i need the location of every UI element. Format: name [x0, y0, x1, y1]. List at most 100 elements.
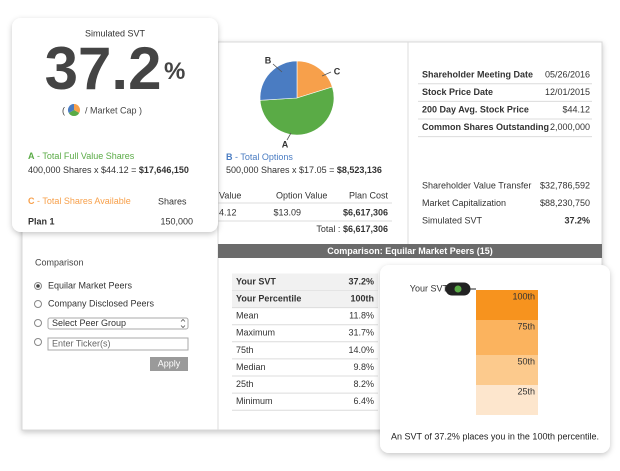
cell: $6,617,306	[343, 207, 388, 217]
info-label: Stock Price Date	[422, 87, 493, 97]
total: $8,523,136	[337, 165, 382, 175]
peer-label: 75th	[236, 345, 254, 355]
radio[interactable]	[34, 300, 42, 308]
percentile-band	[476, 290, 538, 320]
percentile-band	[476, 320, 538, 355]
radio[interactable]	[34, 319, 42, 327]
pie-slice	[259, 86, 335, 136]
formula: 400,000 Shares x $44.12 = $17,646,150	[28, 165, 189, 175]
pie-label: C	[334, 66, 341, 76]
info-label: Shareholder Meeting Date	[422, 69, 533, 79]
letter: A	[28, 151, 35, 161]
options-formula: 500,000 Shares x $17.05 = $8,523,136	[226, 165, 382, 175]
peer-label: Median	[236, 362, 266, 372]
info-label: Common Shares Outstanding	[422, 122, 549, 132]
leader-line	[286, 132, 292, 141]
peer-table: Your SVT 37.2% Your Percentile 100th Mean 11.…	[232, 273, 378, 411]
peer-value: 31.7%	[348, 328, 374, 338]
section-heading: C - Total Shares Available	[28, 196, 131, 206]
percentile-band	[476, 385, 538, 415]
peer-label: Your SVT	[236, 276, 276, 286]
select[interactable]	[47, 317, 189, 330]
formula: 500,000 Shares x $17.05 =	[226, 165, 334, 175]
radio-label[interactable]: Equilar Market Peers	[48, 280, 133, 290]
letter: C	[28, 196, 35, 206]
peer-value: 6.4%	[353, 396, 374, 406]
title: - Total Full Value Shares	[37, 151, 135, 161]
result-value: $32,786,592	[540, 180, 590, 190]
info-value: $44.12	[562, 105, 590, 115]
peer-value: 100th	[350, 293, 374, 303]
peer-value: 9.8%	[353, 362, 374, 372]
ticker-input[interactable]	[47, 337, 189, 351]
select-arrow	[180, 318, 186, 329]
button-label[interactable]: Apply	[158, 358, 181, 368]
peer-value: 11.8%	[349, 311, 374, 321]
radio-dot	[36, 284, 40, 288]
result-label: Market Capitalization	[422, 198, 506, 208]
pie-chart	[259, 60, 335, 136]
peer-label: Mean	[236, 311, 259, 321]
comparison-title: Comparison: Equilar Market Peers (15)	[327, 246, 493, 256]
card-title: Simulated SVT	[85, 28, 146, 38]
plan-name: Plan 1	[28, 216, 55, 226]
plan-shares: 150,000	[160, 216, 193, 226]
company-info: Shareholder Meeting Date 05/26/2016 Stock …	[418, 69, 592, 225]
marker-dot	[454, 285, 462, 293]
title: - Total Options	[235, 152, 293, 162]
result-label: Simulated SVT	[422, 215, 483, 225]
peer-label: Your Percentile	[236, 293, 301, 303]
letter: B	[226, 152, 233, 162]
marker-label: Your SVT	[410, 283, 449, 293]
percentile-band	[476, 355, 538, 385]
formula-text: 400,000 Shares x $44.12 =	[28, 165, 136, 175]
formula-rest: / Market Cap )	[85, 105, 142, 115]
column-header: Plan Cost	[349, 190, 389, 200]
peer-label: 25th	[236, 379, 254, 389]
info-value: 05/26/2016	[545, 69, 590, 79]
band-label: 75th	[517, 321, 535, 331]
comparison-bar	[218, 244, 602, 258]
value: 37.2	[45, 35, 162, 102]
peer-value: 37.2%	[348, 276, 374, 286]
peer-label: Minimum	[236, 396, 273, 406]
total: $17,646,150	[139, 165, 189, 175]
select-text: Select Peer Group	[52, 318, 126, 328]
result-value: $88,230,750	[540, 198, 590, 208]
band-label: 25th	[517, 386, 535, 396]
result-value: 37.2%	[564, 215, 590, 225]
cell: $13.09	[273, 207, 301, 217]
formula-open: (	[62, 105, 65, 115]
info-label: 200 Day Avg. Stock Price	[422, 105, 529, 115]
row-highlight	[232, 290, 378, 308]
pie-label: B	[265, 55, 272, 65]
options-heading: B - Total Options	[226, 152, 293, 162]
radio[interactable]	[34, 338, 42, 346]
leader-line	[272, 63, 283, 73]
total-label: Total :	[316, 224, 340, 234]
cell: 4.12	[219, 207, 237, 217]
pie-slice	[296, 60, 333, 99]
radio-label[interactable]: Company Disclosed Peers	[48, 298, 155, 308]
pie-label: A	[282, 139, 289, 149]
total-row: Total : $6,617,306	[316, 224, 388, 234]
panel-title: Comparison	[35, 257, 84, 267]
svt-value: 37.2 %	[45, 35, 186, 102]
info-value: 2,000,000	[550, 122, 590, 132]
peer-value: 8.2%	[353, 379, 374, 389]
row-highlight	[232, 273, 378, 291]
svt-card	[12, 18, 218, 232]
band-label: 100th	[512, 291, 535, 301]
column-header: Value	[219, 190, 241, 200]
leader-line	[321, 71, 332, 77]
input-placeholder: Enter Ticker(s)	[52, 338, 111, 348]
peer-value: 14.0%	[348, 345, 374, 355]
band-label: 50th	[517, 356, 535, 366]
section-heading: A - Total Full Value Shares	[28, 151, 135, 161]
percentile-bands: 100th 75th 50th 25th	[476, 290, 538, 415]
apply-button[interactable]	[150, 357, 188, 371]
peer-label: Maximum	[236, 328, 275, 338]
info-value: 12/01/2015	[545, 87, 590, 97]
